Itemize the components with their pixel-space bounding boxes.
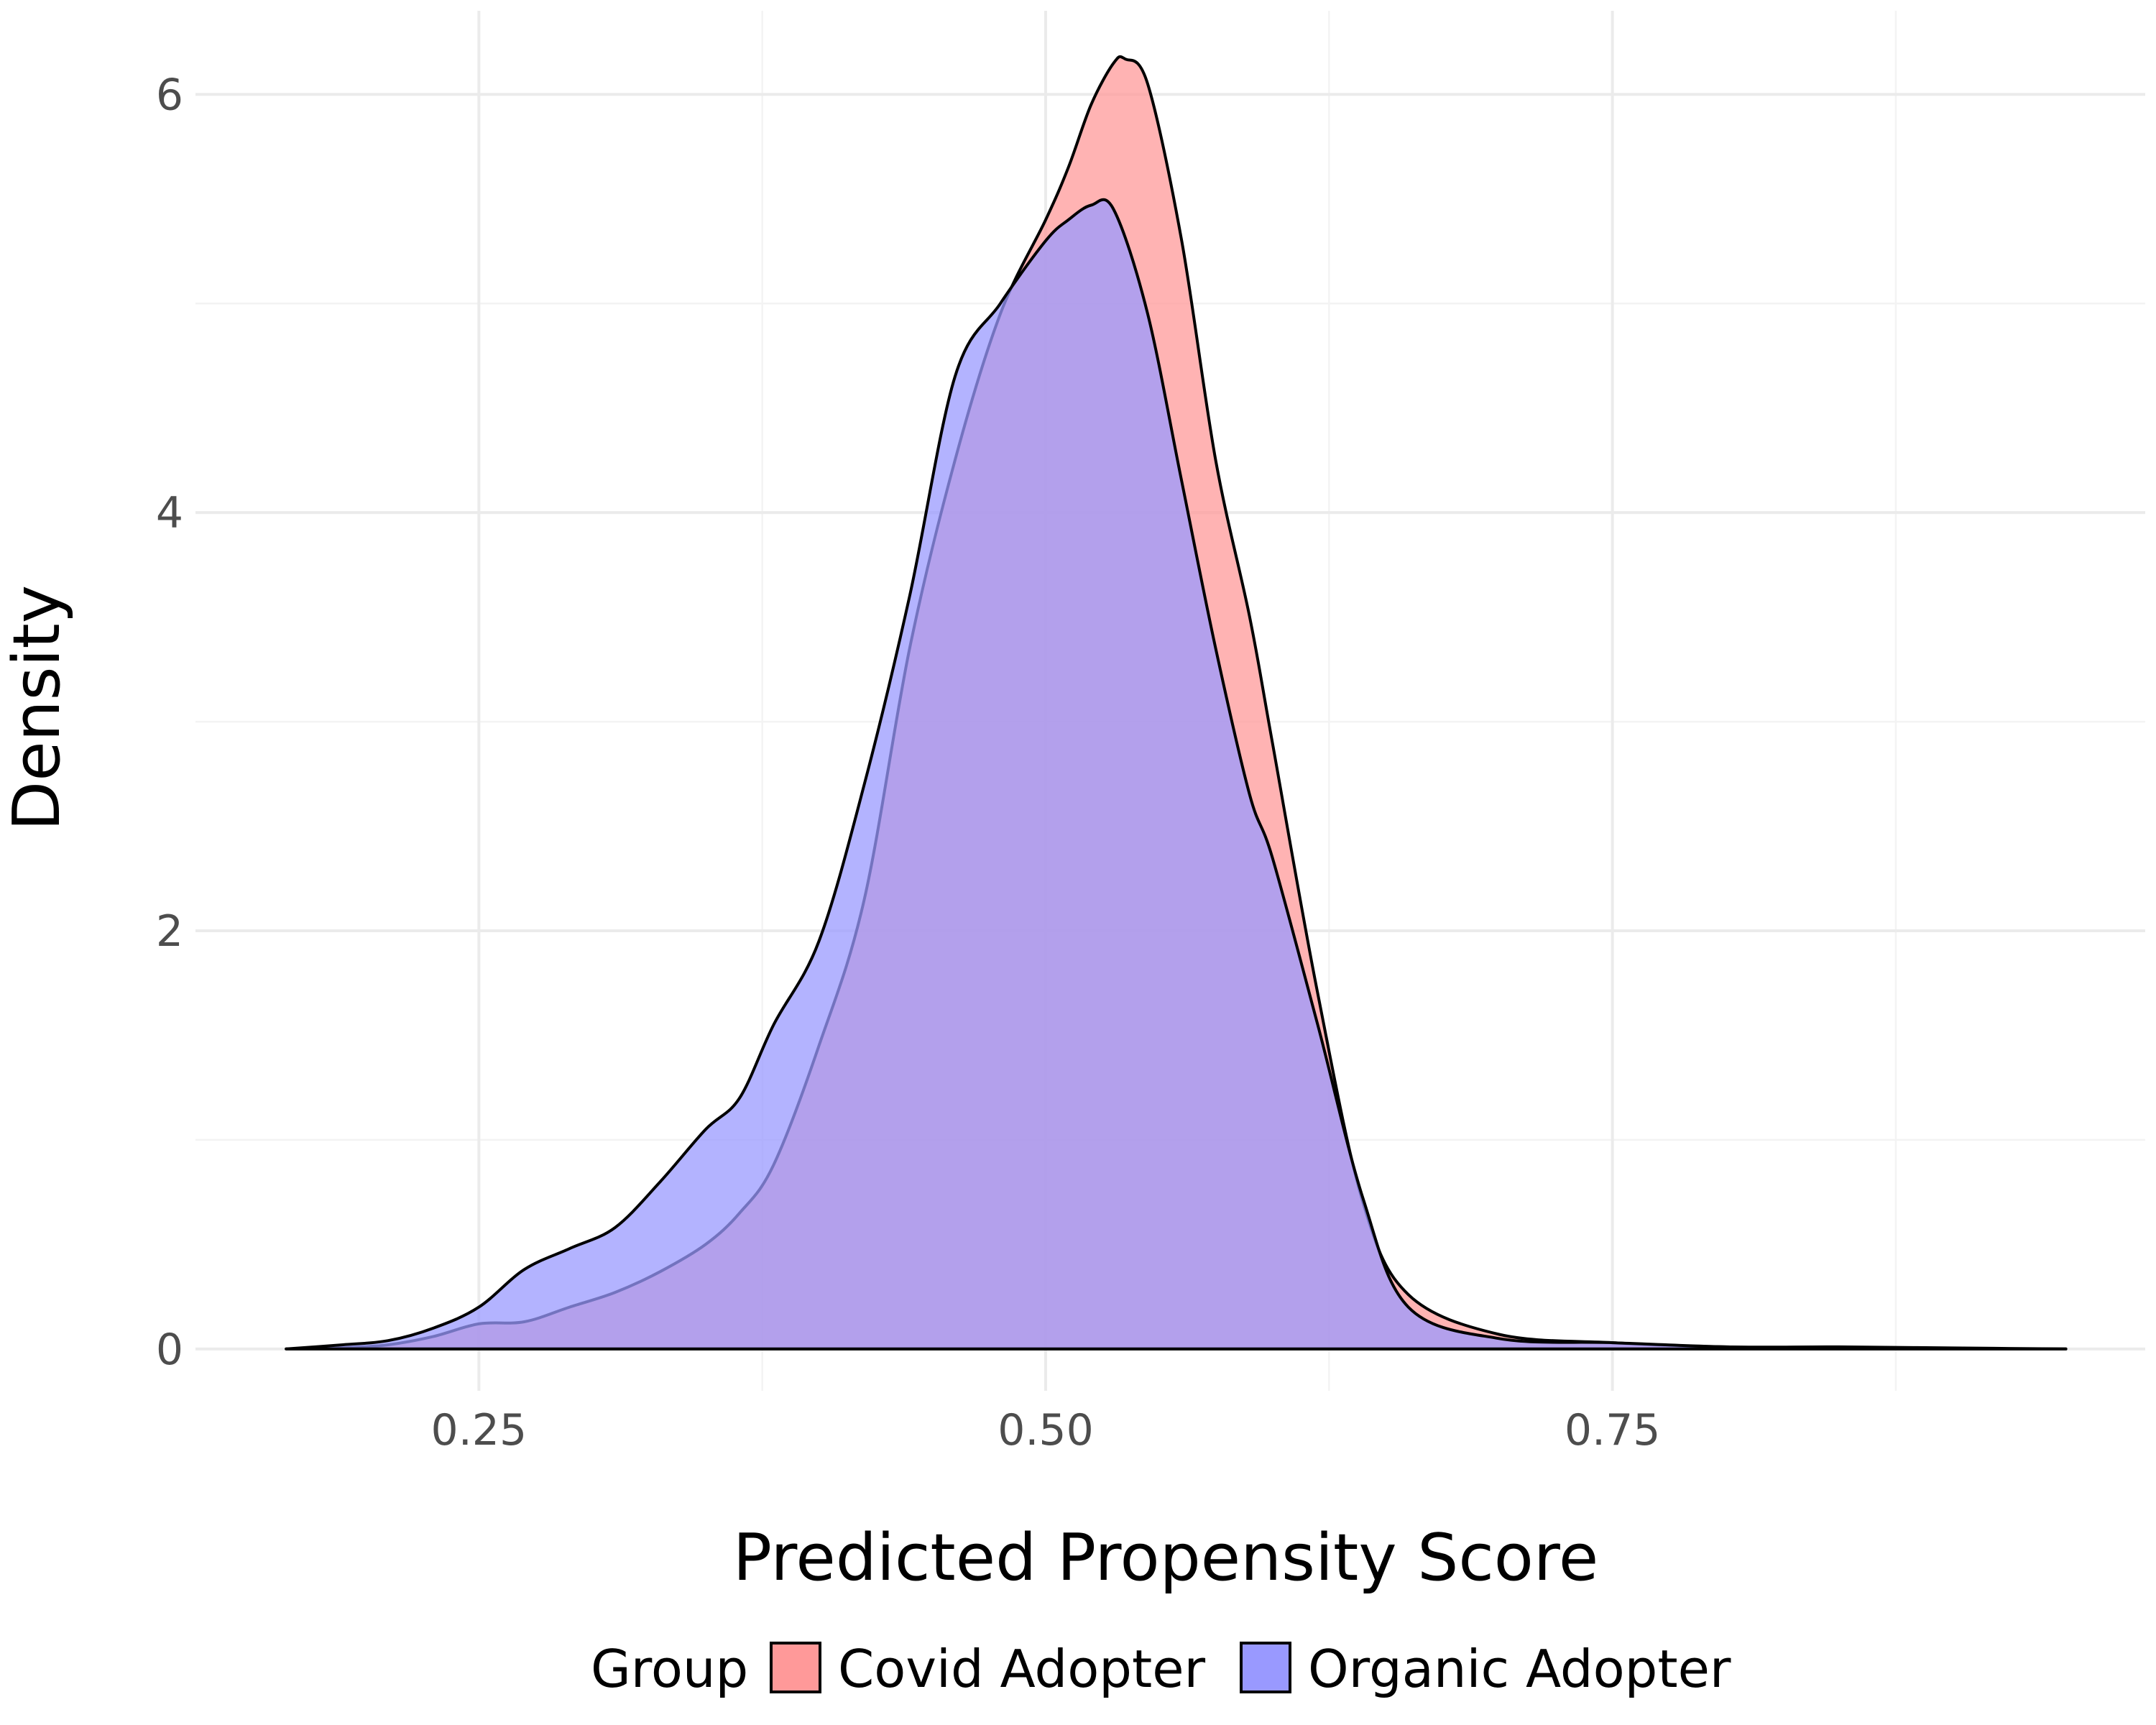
y-tick-label: 2 [156,906,183,957]
x-tick-label: 0.75 [1565,1405,1661,1455]
x-tick-label: 0.50 [998,1405,1094,1455]
legend: Group Covid Adopter Organic Adopter [591,1639,1731,1699]
legend-label-organic-adopter: Organic Adopter [1308,1639,1731,1699]
density-areas [285,55,2068,1351]
y-axis-title: Density [0,585,75,831]
y-tick-label: 0 [156,1325,183,1375]
x-tick-label: 0.25 [431,1405,528,1455]
x-axis-ticks: 0.25 0.50 0.75 [431,1405,1661,1455]
y-axis-ticks: 0 2 4 6 [156,70,183,1374]
y-tick-label: 4 [156,488,183,538]
organic-adopter-density-area [285,198,2068,1351]
legend-title: Group [591,1639,748,1699]
y-tick-label: 6 [156,70,183,120]
legend-key-organic-adopter [1240,1642,1291,1693]
legend-key-covid-adopter [770,1642,821,1693]
legend-label-covid-adopter: Covid Adopter [838,1639,1206,1699]
x-axis-title: Predicted Propensity Score [733,1520,1599,1596]
